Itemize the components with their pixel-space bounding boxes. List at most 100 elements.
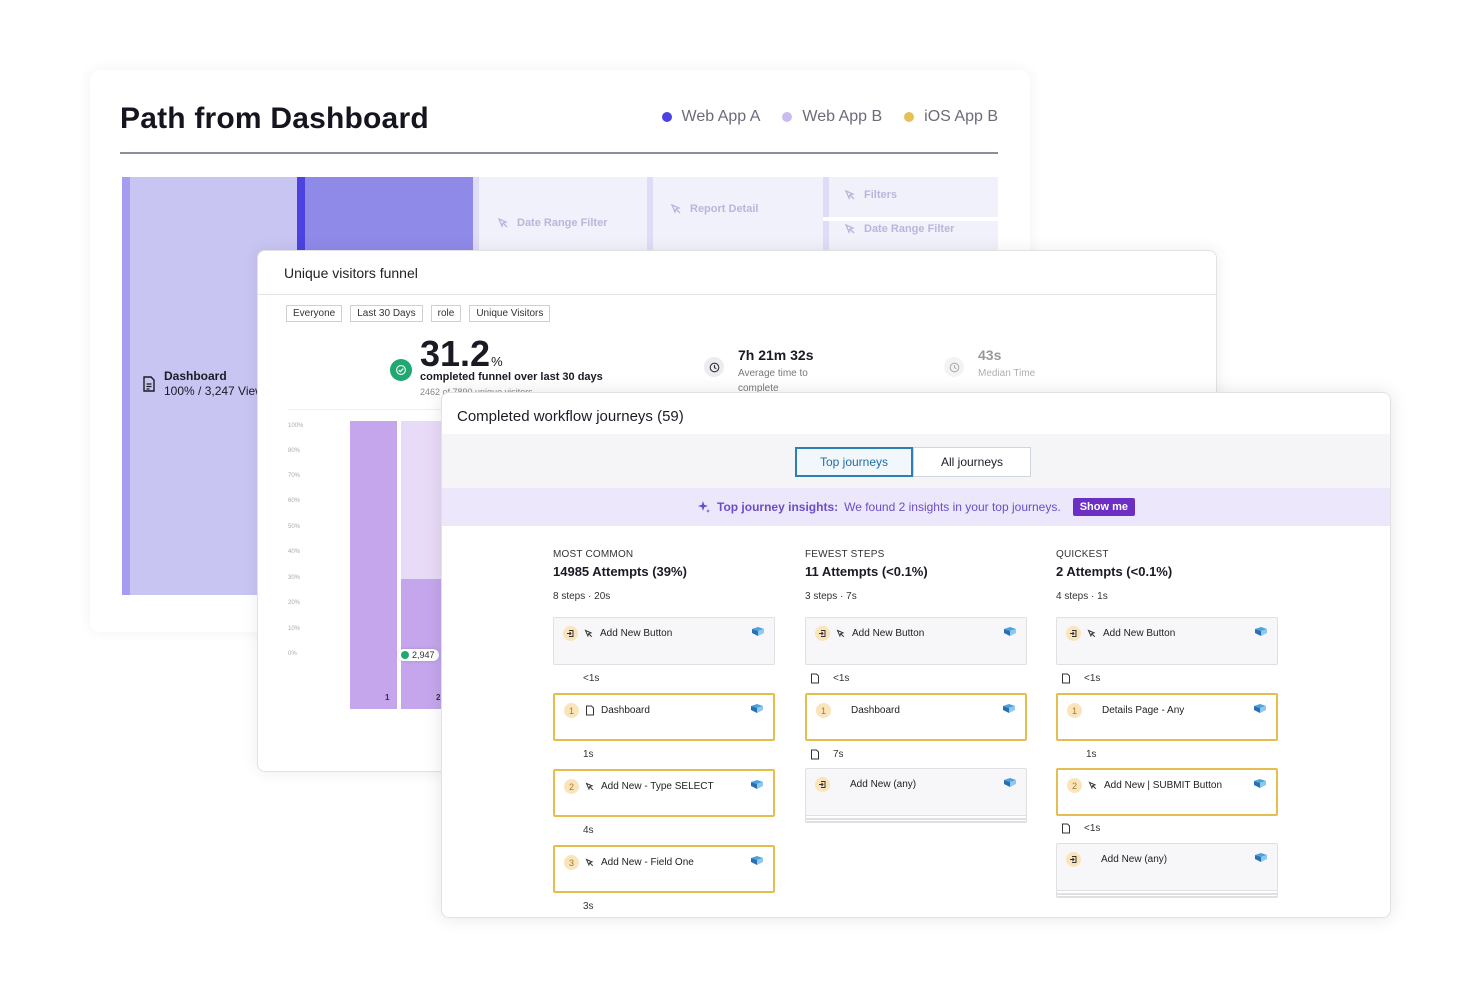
y-tick: 40% [288,549,301,555]
sankey-col5-edge [823,177,829,217]
step-number: 1 [816,703,831,718]
y-tick: 100% [288,423,304,429]
step-label: Add New (any) [1101,854,1168,865]
step-label: Dashboard [601,705,650,716]
y-tick: 80% [288,448,301,454]
chart-top-gridline [288,409,448,410]
journey-step[interactable]: 1 Dashboard [553,693,775,741]
document-icon [811,749,819,760]
app-logo-icon [751,780,763,789]
legend-dot-icon [904,112,915,122]
dashboard-node-name: Dashboard [164,369,227,383]
document-icon [811,673,819,684]
step-gap-time: 1s [1086,749,1097,760]
column-meta: 3 steps · 7s [805,591,857,602]
step-label: Add New Button [600,628,673,639]
funnel-bar-step-2-dropoff[interactable] [401,421,448,579]
login-icon [1066,626,1081,641]
filter-chips: Everyone Last 30 Days role Unique Visito… [286,305,551,322]
document-icon [586,705,594,716]
show-me-button[interactable]: Show me [1072,498,1135,516]
journey-step[interactable]: Add New Button [1056,617,1278,665]
legend-item-web-app-a[interactable]: Web App A [661,108,761,126]
funnel-bar-step-1[interactable] [350,421,397,709]
app-logo-icon [1004,627,1016,636]
y-tick: 10% [288,626,301,632]
chip-date-range[interactable]: Last 30 Days [350,305,423,322]
journey-step[interactable]: Add New Button [553,617,775,665]
journey-step[interactable]: 3 Add New - Field One [553,845,775,893]
sankey-col3-edge [473,177,479,252]
app-logo-icon [1003,704,1015,713]
funnel-bar-label: 1 [385,693,390,702]
journey-step[interactable]: 1 Details Page - Any [1056,693,1278,741]
legend-label: Web App B [802,108,883,125]
app-logo-icon [751,704,763,713]
status-dot-icon [401,651,409,659]
journey-step[interactable]: Add New (any) [1056,843,1278,891]
tab-top-journeys[interactable]: Top journeys [795,447,913,477]
sankey-node-date-range[interactable] [479,177,647,252]
step-gap-time: 3s [583,901,594,912]
sankey-root-edge [122,177,130,595]
cursor-icon [585,858,594,866]
journey-step[interactable]: 1 Dashboard [805,693,1027,741]
step-gap-time: <1s [583,673,600,684]
insight-text: We found 2 insights in your top journeys… [844,500,1061,514]
sankey-node-date-range-2[interactable] [829,221,998,252]
journey-step[interactable]: Add New Button [805,617,1027,665]
y-tick: 20% [288,600,301,606]
step-gap-time: 4s [583,825,594,836]
step-number: 1 [1067,703,1082,718]
chip-everyone[interactable]: Everyone [286,305,343,322]
sankey-label-date-range-2: Date Range Filter [844,223,954,235]
step-gap-time: 7s [810,749,844,760]
app-logo-icon [1254,704,1266,713]
step-number: 3 [564,855,579,870]
journey-step[interactable]: Add New (any) [805,768,1027,816]
cursor-icon [844,189,855,200]
sankey-label-date-range: Date Range Filter [497,217,607,229]
journey-step[interactable]: 2 Add New | SUBMIT Button [1056,768,1278,816]
column-meta: 4 steps · 1s [1056,591,1108,602]
page-title: Path from Dashboard [120,102,429,135]
journey-column-fewest-steps: FEWEST STEPS 11 Attempts (<0.1%) 3 steps… [805,549,1027,849]
journeys-tab-switch: Top journeys All journeys [795,447,1031,477]
step-label: Add New Button [852,628,925,639]
legend-item-web-app-b[interactable]: Web App B [782,108,882,126]
sankey-node-report-detail[interactable] [653,177,823,252]
tab-all-journeys[interactable]: All journeys [913,447,1031,477]
app-logo-icon [752,627,764,636]
step-label: Add New - Field One [601,857,694,868]
legend-label: iOS App B [924,108,998,125]
y-tick: 50% [288,524,301,530]
average-time-value: 7h 21m 32s [738,347,814,363]
chip-metric[interactable]: Unique Visitors [469,305,551,322]
app-logo-icon [1004,778,1016,787]
legend-label: Web App A [681,108,761,125]
sankey-node-filters[interactable] [829,177,998,217]
median-time-label: Median Time [978,368,1036,379]
cursor-icon [670,203,681,214]
step-gap-time: <1s [810,673,849,684]
legend: Web App A Web App B iOS App B [661,108,998,126]
login-icon [815,777,830,792]
step-label: Add New (any) [850,779,917,790]
completion-percent: 31.2% [420,333,503,374]
step-number: 2 [564,779,579,794]
sankey-col2-node[interactable] [305,177,473,252]
funnel-bar-step-2-completed[interactable] [401,579,448,709]
chip-role[interactable]: role [430,305,462,322]
title-divider [120,152,998,154]
journeys-title: Completed workflow journeys (59) [457,408,684,425]
app-logo-icon [751,856,763,865]
check-circle-icon [390,359,412,381]
y-tick: 30% [288,575,301,581]
journeys-toolbar: Top journeys All journeys [442,434,1390,488]
document-icon [1062,823,1070,834]
journey-step[interactable]: 2 Add New - Type SELECT [553,769,775,817]
document-icon [143,376,155,392]
cursor-icon [584,629,593,637]
legend-item-ios-app-b[interactable]: iOS App B [904,108,998,126]
sankey-col2-edge [297,177,305,252]
